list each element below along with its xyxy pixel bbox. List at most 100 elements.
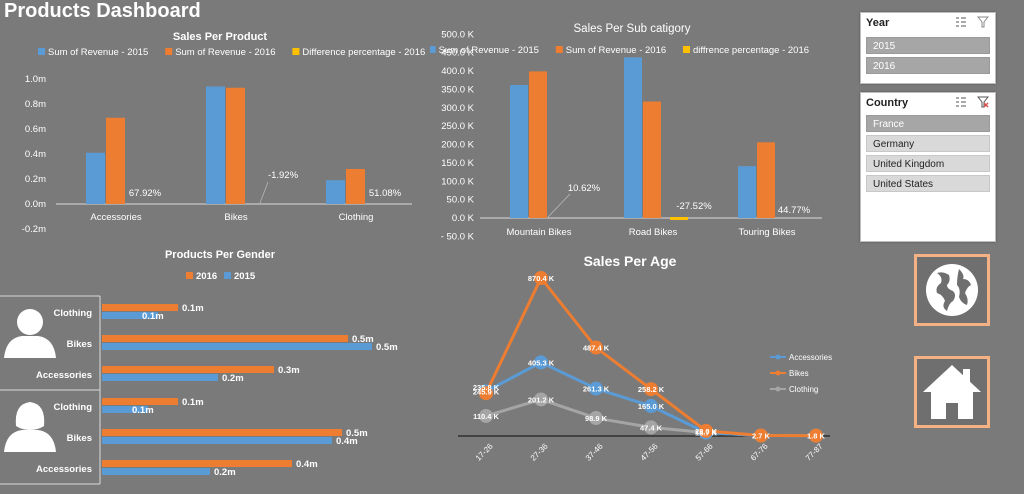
y-tick-label: 500.0 K: [441, 29, 474, 40]
legend-swatch: [292, 48, 300, 55]
legend-label: Difference percentage - 2016: [302, 47, 425, 58]
leader-line: [259, 181, 269, 204]
data-point: [534, 271, 548, 285]
bar: [102, 406, 148, 413]
dashboard-title: Products Dashboard: [4, 0, 201, 22]
data-label: 0.5m: [376, 342, 398, 353]
bar: [102, 437, 332, 444]
y-tick-label: 200.0 K: [441, 140, 474, 151]
legend-label: Sum of Revenue - 2015: [48, 47, 148, 58]
data-label: 0.3m: [278, 365, 300, 376]
x-tick-label: Clothing: [339, 212, 374, 223]
y-tick-label: 0.0 K: [452, 213, 475, 224]
bar: [510, 84, 528, 218]
slicer-title: Year: [866, 17, 890, 29]
bar: [102, 398, 178, 405]
data-point: [644, 382, 658, 397]
data-label: 0.5m: [346, 428, 368, 439]
legend-swatch: [683, 46, 690, 53]
y-tick-label: 0.2m: [25, 174, 46, 185]
y-tick-label: 250.0 K: [441, 121, 474, 132]
data-label: 67.92%: [129, 188, 162, 199]
y-tick-label: -0.2m: [22, 224, 46, 235]
y-tick-label: 0.4m: [25, 149, 46, 160]
data-point: [534, 355, 548, 370]
category-label: Accessories: [36, 370, 92, 381]
slicer-item-united-states[interactable]: United States: [866, 175, 990, 192]
legend-label: Sum of Revenue - 2016: [175, 47, 275, 58]
clear-filter-icon[interactable]: [977, 96, 989, 108]
slicer-item-united-kingdom[interactable]: United Kingdom: [866, 155, 990, 172]
x-tick-label: 47-56: [639, 441, 660, 462]
x-tick-label: 37-46: [584, 441, 605, 462]
multi-select-icon[interactable]: [955, 96, 967, 108]
data-label: 258.2 K: [638, 385, 665, 394]
category-label: Bikes: [67, 433, 92, 444]
data-label: 0.1m: [142, 311, 164, 322]
y-tick-label: 0.0m: [25, 199, 46, 210]
slicer-item-france[interactable]: France: [866, 115, 990, 132]
slicer-item-germany[interactable]: Germany: [866, 135, 990, 152]
bar: [670, 217, 688, 220]
legend-label: Accessories: [789, 353, 832, 362]
data-label: 201.2 K: [528, 395, 555, 404]
home-button[interactable]: [914, 356, 990, 428]
data-label: 0.4m: [296, 459, 318, 470]
data-label: 0.4m: [336, 436, 358, 447]
multi-select-icon[interactable]: [955, 16, 967, 28]
year-slicer: Year 2015 2016: [860, 12, 996, 84]
sales-per-age-chart: Sales Per Age 17-26 27-36 37-46 47-56 57-66 6…: [458, 253, 832, 463]
y-tick-label: 400.0 K: [441, 66, 474, 77]
data-label: 44.77%: [778, 205, 811, 216]
slicer-title: Country: [866, 97, 909, 109]
chart-legend: Sum of Revenue - 2015 Sum of Revenue - 20…: [38, 47, 425, 58]
y-tick-label: 450.0 K: [441, 48, 474, 59]
legend-label: 2015: [234, 271, 256, 282]
data-label: 110.4 K: [473, 412, 499, 421]
x-tick-label: 67-76: [749, 441, 770, 462]
data-point: [479, 386, 493, 401]
legend-label: Bikes: [789, 369, 809, 378]
data-label: 0.2m: [222, 373, 244, 384]
bar: [643, 101, 661, 218]
y-tick-label: 0.6m: [25, 124, 46, 135]
bar: [102, 366, 274, 373]
data-point: [589, 411, 603, 426]
slicer-item-2015[interactable]: 2015: [866, 37, 990, 54]
data-point: [644, 399, 658, 414]
legend-marker: [775, 386, 781, 392]
data-point: [479, 408, 493, 423]
data-label: 28.0 K: [695, 427, 718, 436]
data-label: 0.2m: [214, 467, 236, 478]
globe-button[interactable]: [914, 254, 990, 326]
leader-line: [547, 193, 571, 218]
category-label: Bikes: [67, 339, 92, 350]
chart-title: Sales Per Product: [173, 31, 267, 43]
clear-filter-icon[interactable]: [977, 16, 989, 28]
data-label: 98.9 K: [585, 414, 608, 423]
bar: [624, 57, 642, 219]
data-label: 245.9 K: [473, 387, 500, 396]
slicer-item-2016[interactable]: 2016: [866, 57, 990, 74]
legend-swatch: [555, 46, 563, 53]
bar: [86, 152, 105, 204]
bar: [102, 429, 342, 436]
data-point: [589, 340, 603, 355]
y-tick-label: 100.0 K: [441, 176, 474, 187]
male-icon: [4, 309, 56, 358]
data-label: 51.08%: [369, 188, 402, 199]
category-label: Accessories: [36, 464, 92, 475]
y-tick-label: 150.0 K: [441, 158, 474, 169]
data-label: 261.3 K: [583, 385, 610, 394]
legend-swatch: [430, 46, 436, 53]
bar: [346, 169, 365, 204]
chart-legend: Sum of Revenue - 2015 Sum of Revenue - 20…: [430, 45, 809, 56]
legend-swatch: [224, 272, 231, 279]
legend-label: Sum of Revenue - 2016: [566, 45, 666, 56]
data-point: [534, 392, 548, 407]
bar: [102, 312, 158, 319]
legend-swatch: [38, 48, 45, 55]
bar: [102, 374, 218, 381]
data-label: 0.1m: [182, 397, 204, 408]
data-label: 0.1m: [132, 405, 154, 416]
